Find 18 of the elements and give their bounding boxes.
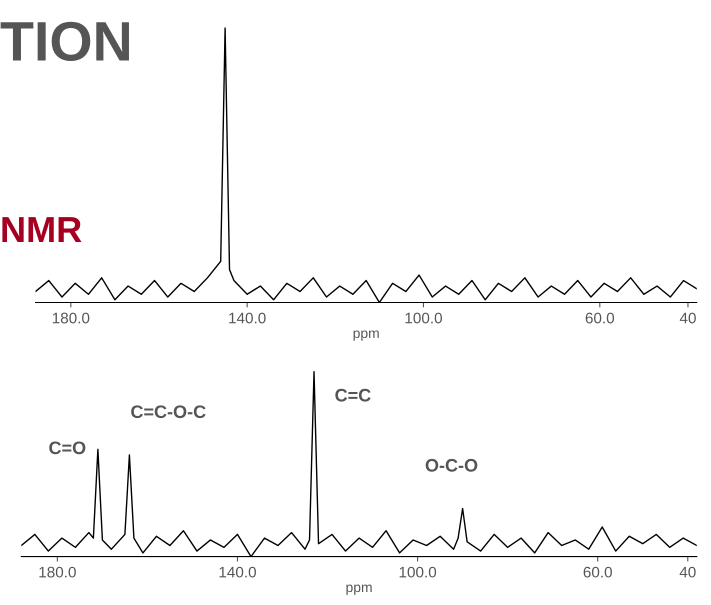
x-axis-title: ppm	[346, 584, 372, 595]
x-tick-label: 60.0	[584, 566, 612, 578]
annotation: C=O	[49, 441, 86, 454]
text: NMR	[2, 217, 82, 242]
annotation: C=C-O-C	[131, 405, 206, 418]
chart-title: TION	[0, 22, 129, 62]
x-tick-label: 100.0	[406, 312, 442, 324]
x-tick-label: 60.0	[586, 312, 614, 324]
annotation: O-C-O	[426, 458, 478, 472]
annotation: C=C	[335, 388, 371, 402]
x-tick-label: 100.0	[400, 566, 436, 578]
x-tick-label: 40	[680, 566, 696, 578]
x-axis-title: ppm	[354, 330, 379, 341]
x-tick-label: 140.0	[229, 312, 266, 324]
x-tick-label: 180.0	[52, 312, 90, 324]
x-tick-label: 140.0	[220, 566, 256, 578]
x-tick-label: 180.0	[39, 566, 76, 578]
x-tick-label: 40	[680, 312, 696, 324]
